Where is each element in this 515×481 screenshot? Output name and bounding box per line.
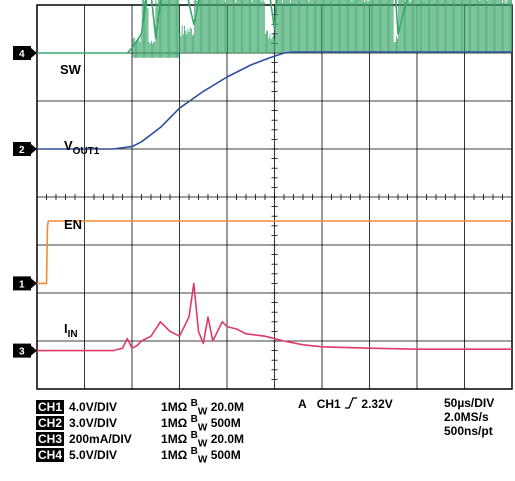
- trigger-readout: A CH1 2.32V: [298, 396, 393, 412]
- channel-impedance: 1MΩ BW 500M: [161, 446, 241, 466]
- bw-main: B: [190, 446, 198, 457]
- trace-vout1: [37, 51, 512, 150]
- trigger-mode: A: [298, 397, 307, 411]
- bandwidth-value: 500M: [210, 416, 241, 430]
- channel-badge: CH2: [36, 416, 65, 430]
- bw-sub: W: [197, 454, 208, 466]
- trigger-channel: CH1: [316, 397, 341, 411]
- impedance-value: 1MΩ: [161, 416, 188, 430]
- channel-marker-1: 1: [13, 276, 37, 291]
- marker-number: 3: [19, 347, 25, 358]
- impedance-value: 1MΩ: [161, 400, 188, 414]
- channel-scale: 5.0V/DIV: [69, 448, 118, 462]
- marker-arrow-icon: [31, 144, 37, 154]
- bw-main: B: [190, 398, 198, 409]
- vout1-label-sub: OUT1: [73, 146, 100, 157]
- channel-setting-row: CH1 4.0V/DIV 1MΩ BW 20.0M: [36, 396, 245, 418]
- marker-arrow-icon: [31, 345, 37, 356]
- bandwidth-value: 20.0M: [210, 400, 245, 414]
- timebase-readout: 50µs/DIV 2.0MS/s 500ns/pt: [444, 396, 494, 438]
- en-label: EN: [64, 217, 82, 232]
- bw-main: B: [190, 414, 198, 425]
- iin-label-main: I: [64, 321, 68, 336]
- channel-scale: 4.0V/DIV: [69, 400, 118, 414]
- traces: [37, 0, 513, 352]
- channel-badge: CH1: [36, 400, 65, 414]
- channel-setting-row: CH4 5.0V/DIV 1MΩ BW 500M: [36, 444, 241, 466]
- trace-sw: [37, 0, 408, 54]
- scope-settings-panel: CH1 4.0V/DIV 1MΩ BW 20.0M CH2 3.0V/DIV 1MΩ BW…: [0, 396, 515, 481]
- oscilloscope-screen: 4 2 1 3 SW VOUT1 EN IIN: [13, 0, 513, 390]
- channel-scale: 3.0V/DIV: [69, 416, 118, 430]
- time-per-div: 50µs/DIV: [444, 396, 495, 410]
- channel-scale: 200mA/DIV: [69, 432, 132, 446]
- channel-impedance: 1MΩ BW 20.0M: [161, 430, 245, 450]
- channel-marker-3: 3: [13, 343, 37, 358]
- channel-badge: CH4: [36, 448, 65, 462]
- channel-badge: CH3: [36, 432, 65, 446]
- marker-box: [13, 142, 31, 156]
- vout1-label-main: V: [64, 138, 73, 153]
- channel-marker-4: 4: [13, 46, 37, 60]
- marker-number: 2: [19, 145, 25, 156]
- marker-arrow-icon: [31, 278, 37, 289]
- channel-setting-row: CH2 3.0V/DIV 1MΩ BW 500M: [36, 412, 241, 434]
- marker-box: [13, 343, 31, 358]
- channel-impedance: 1MΩ BW 20.0M: [161, 398, 245, 418]
- channel-setting-row: CH3 200mA/DIV 1MΩ BW 20.0M: [36, 428, 245, 450]
- iin-label-sub: IN: [68, 329, 78, 340]
- bandwidth-value: 20.0M: [210, 432, 245, 446]
- vout1-label: VOUT1: [64, 138, 100, 157]
- channel-markers: 4 2 1 3: [13, 46, 37, 358]
- iin-label: IIN: [64, 321, 78, 340]
- bw-sub: W: [197, 406, 208, 418]
- marker-number: 4: [19, 49, 25, 60]
- trace-en: [37, 220, 512, 285]
- marker-box: [13, 276, 31, 291]
- marker-box: [13, 46, 31, 60]
- sw-label: SW: [60, 62, 82, 77]
- impedance-value: 1MΩ: [161, 448, 188, 462]
- trigger-level: 2.32V: [361, 397, 393, 411]
- sample-rate: 2.0MS/s: [444, 410, 489, 424]
- channel-impedance: 1MΩ BW 500M: [161, 414, 241, 434]
- rising-edge-icon: [345, 397, 358, 409]
- bw-main: B: [190, 430, 198, 441]
- time-resolution: 500ns/pt: [444, 424, 493, 438]
- trace-iin: [37, 282, 512, 352]
- marker-number: 1: [19, 279, 25, 290]
- bw-sub: W: [197, 422, 208, 434]
- bandwidth-value: 500M: [210, 448, 241, 462]
- bw-sub: W: [197, 438, 208, 450]
- marker-arrow-icon: [31, 48, 37, 58]
- impedance-value: 1MΩ: [161, 432, 188, 446]
- trace-labels: SW VOUT1 EN IIN: [60, 62, 100, 340]
- channel-marker-2: 2: [13, 142, 37, 156]
